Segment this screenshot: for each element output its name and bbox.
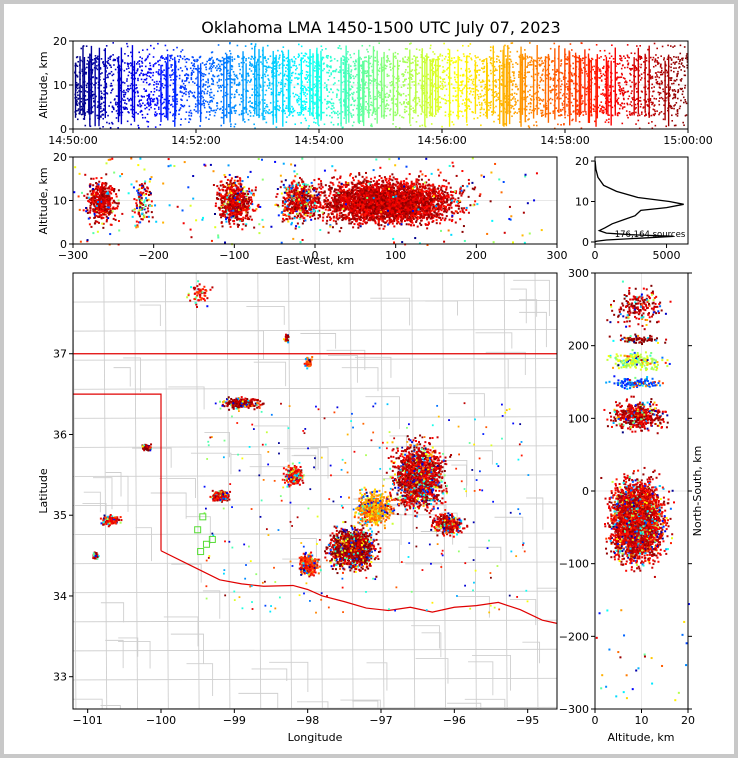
altitude-histogram-panel: 0 5000 0 10 20 176,164 sources bbox=[575, 155, 689, 262]
histogram-frame bbox=[594, 156, 689, 245]
latitude-tick-label: 37 bbox=[53, 348, 67, 361]
latitude-tick-label: 34 bbox=[53, 590, 67, 603]
longitude-tick-label: −101 bbox=[73, 714, 103, 727]
histogram-x-tick-label: 0 bbox=[592, 249, 599, 262]
east-west-axis-tick-label: −100 bbox=[219, 249, 249, 262]
longitude-tick-label: −98 bbox=[296, 714, 319, 727]
time-altitude-ylabel: Altitude, km bbox=[37, 51, 50, 118]
latitude-tick-label: 35 bbox=[53, 509, 67, 522]
latitude-tick-label: 33 bbox=[53, 671, 67, 684]
north-south-ylabel: North-South, km bbox=[691, 446, 704, 537]
histogram-y-tick-label: 10 bbox=[575, 196, 589, 209]
east-west-points bbox=[73, 157, 557, 246]
longitude-tick-label: −96 bbox=[443, 714, 466, 727]
histogram-ticks: 0 5000 0 10 20 bbox=[575, 155, 681, 262]
time-axis-tick-label: 14:54:00 bbox=[294, 134, 343, 147]
east-west-xlabel: East-West, km bbox=[276, 254, 354, 267]
map-ylabel: Latitude bbox=[37, 468, 50, 514]
map-source-points bbox=[92, 280, 530, 614]
time-altitude-axis-tick-label: 20 bbox=[53, 35, 67, 48]
map-ticks: −101 −100 −99 −98 −97 −96 −95 33 34 35 36 37 bbox=[53, 348, 539, 727]
longitude-tick-label: −99 bbox=[223, 714, 246, 727]
east-west-axis-tick-label: 100 bbox=[385, 249, 406, 262]
station-marker bbox=[202, 540, 210, 548]
north-south-tick-label: 300 bbox=[568, 267, 589, 280]
north-south-tick-label: −300 bbox=[559, 703, 589, 716]
station-marker bbox=[199, 513, 207, 521]
station-marker bbox=[208, 535, 216, 543]
east-west-altitude-panel: −300 −200 −100 0 100 200 300 0 10 20 East-West, k… bbox=[37, 151, 568, 267]
north-south-xlabel: Altitude, km bbox=[607, 731, 674, 744]
map-xlabel: Longitude bbox=[288, 731, 343, 744]
chart-title: Oklahoma LMA 1450-1500 UTC July 07, 2023 bbox=[201, 18, 560, 37]
time-axis-tick-label: 14:58:00 bbox=[540, 134, 589, 147]
north-south-altitude-axis-tick-label: 20 bbox=[681, 714, 695, 727]
time-altitude-panel: 14:50:00 14:52:00 14:54:00 14:56:00 14:58:00… bbox=[37, 35, 713, 147]
time-axis-tick-label: 14:52:00 bbox=[171, 134, 220, 147]
station-marker bbox=[197, 548, 205, 556]
longitude-tick-label: −100 bbox=[146, 714, 176, 727]
longitude-tick-label: −97 bbox=[369, 714, 392, 727]
north-south-panel: 0 10 20 −300 −200 −100 0 100 200 300 Altitude, km… bbox=[559, 267, 704, 744]
time-altitude-points bbox=[73, 42, 689, 130]
north-south-altitude-axis-tick-label: 0 bbox=[592, 714, 599, 727]
latitude-tick-label: 36 bbox=[53, 428, 67, 441]
time-altitude-axis-tick-label: 0 bbox=[60, 123, 67, 136]
north-south-tick-label: 0 bbox=[582, 485, 589, 498]
north-south-points bbox=[595, 273, 690, 709]
lma-stations bbox=[194, 513, 216, 556]
station-marker bbox=[194, 526, 202, 534]
north-south-ticks: 0 10 20 −300 −200 −100 0 100 200 300 bbox=[559, 267, 695, 727]
histogram-x-tick-label: 5000 bbox=[653, 249, 681, 262]
map-frame bbox=[72, 272, 558, 710]
histogram-y-tick-label: 0 bbox=[582, 236, 589, 249]
county-boundaries bbox=[73, 273, 557, 709]
time-axis-tick-label: 15:00:00 bbox=[663, 134, 712, 147]
longitude-tick-label: −95 bbox=[516, 714, 539, 727]
time-axis-tick-label: 14:50:00 bbox=[48, 134, 97, 147]
time-axis-tick-label: 14:56:00 bbox=[417, 134, 466, 147]
time-altitude-ticks: 14:50:00 14:52:00 14:54:00 14:56:00 14:58:00… bbox=[48, 35, 712, 147]
time-altitude-axis-tick-label: 10 bbox=[53, 79, 67, 92]
plan-view-panel: −101 −100 −99 −98 −97 −96 −95 33 34 35 36 37 Longit… bbox=[37, 272, 558, 744]
east-west-altitude-axis-tick-label: 0 bbox=[60, 238, 67, 251]
north-south-tick-label: 100 bbox=[568, 412, 589, 425]
histogram-line bbox=[594, 160, 684, 243]
north-south-tick-label: −200 bbox=[559, 630, 589, 643]
north-south-tick-label: 200 bbox=[568, 340, 589, 353]
north-south-tick-label: −100 bbox=[559, 558, 589, 571]
east-west-axis-tick-label: 200 bbox=[466, 249, 487, 262]
histogram-y-tick-label: 20 bbox=[575, 155, 589, 168]
east-west-altitude-axis-tick-label: 20 bbox=[53, 151, 67, 164]
east-west-axis-tick-label: 300 bbox=[547, 249, 568, 262]
east-west-altitude-axis-tick-label: 10 bbox=[53, 195, 67, 208]
state-boundaries bbox=[73, 353, 557, 625]
east-west-ylabel: Altitude, km bbox=[37, 167, 50, 234]
east-west-axis-tick-label: 0 bbox=[312, 249, 319, 262]
source-count-annotation: 176,164 sources bbox=[615, 230, 686, 240]
east-west-axis-tick-label: −300 bbox=[58, 249, 88, 262]
east-west-axis-tick-label: −200 bbox=[139, 249, 169, 262]
east-west-ticks: −300 −200 −100 0 100 200 300 0 10 20 bbox=[53, 151, 568, 262]
north-south-altitude-axis-tick-label: 10 bbox=[635, 714, 649, 727]
